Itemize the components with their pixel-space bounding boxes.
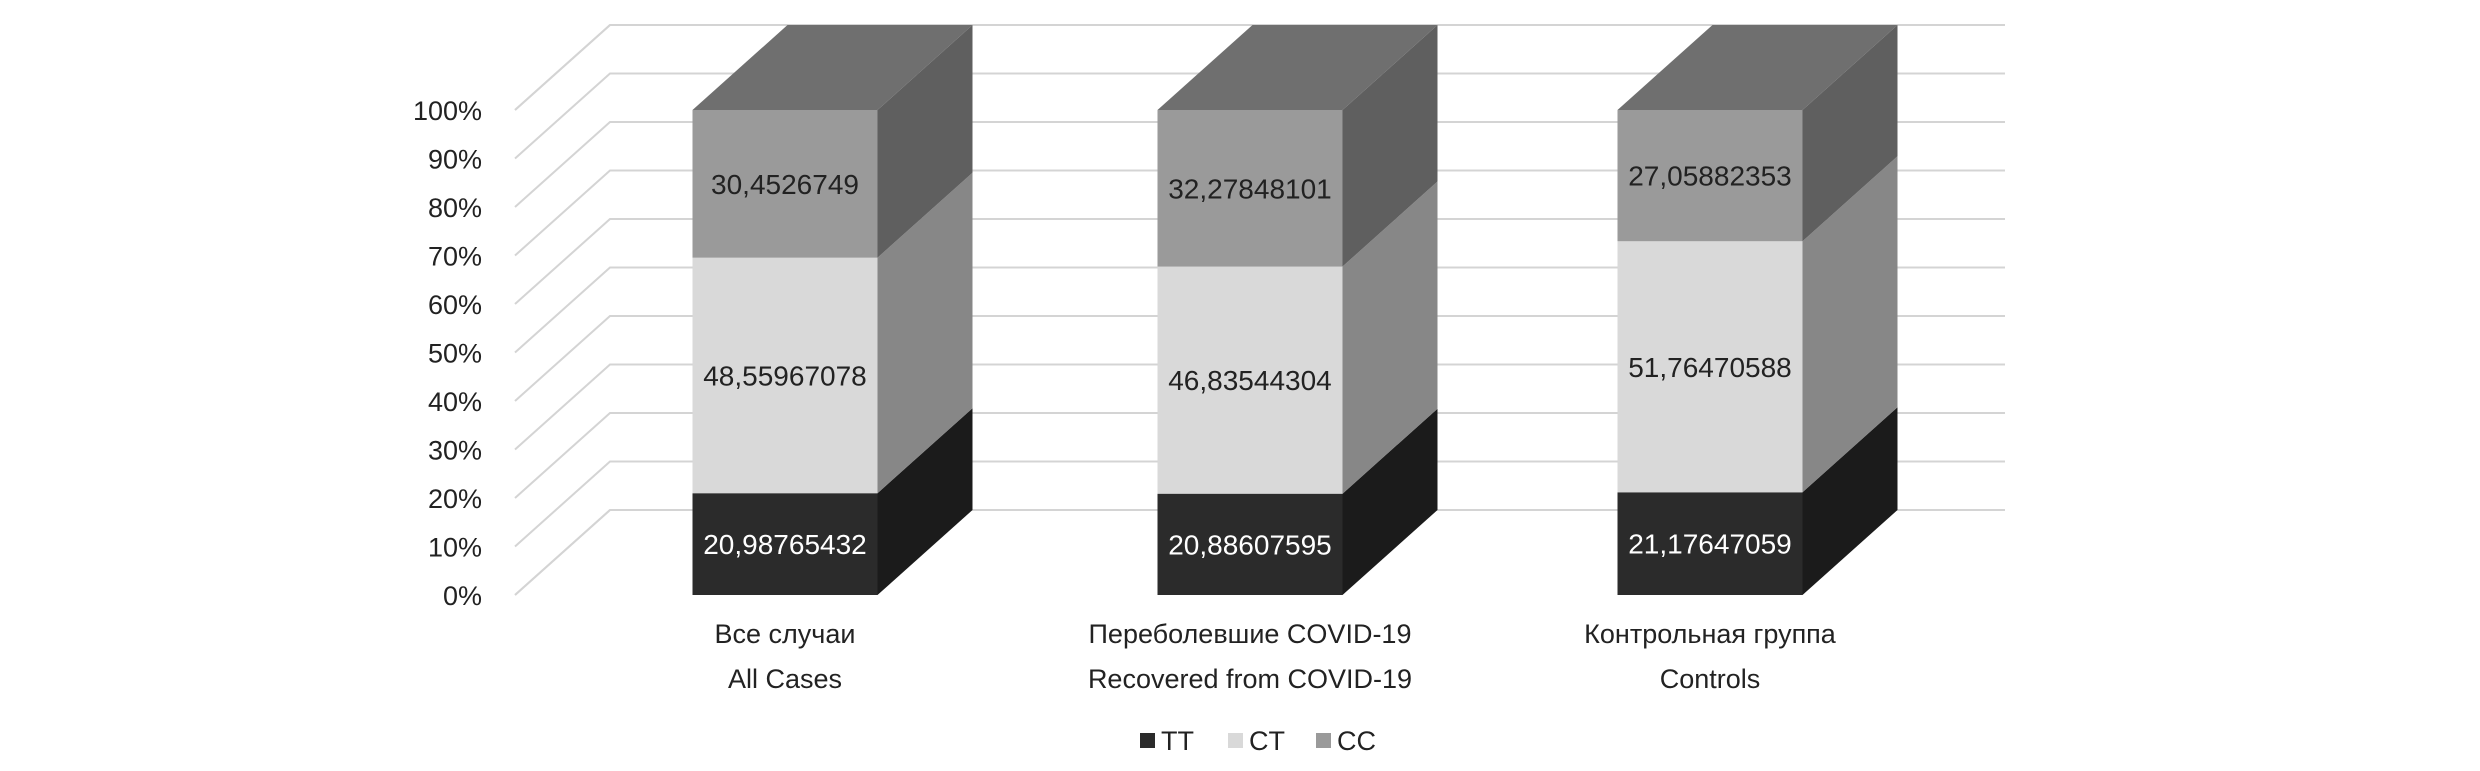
data-label: 51,76470588	[1628, 352, 1792, 383]
bar-top-face	[1617, 25, 1898, 110]
data-label: 30,4526749	[711, 169, 859, 200]
y-axis-ticks: 0% 10% 20% 30% 40% 50% 60% 70% 80% 90% 100%	[413, 96, 482, 611]
data-label: 32,27848101	[1168, 173, 1332, 204]
legend-label: CC	[1337, 726, 1376, 756]
category-label: Controls	[1660, 664, 1761, 694]
y-tick-label: 0%	[443, 581, 482, 611]
bar-side-face	[877, 25, 973, 258]
legend-label: TT	[1161, 726, 1194, 756]
y-tick-label: 70%	[428, 242, 482, 272]
gridline	[514, 460, 2005, 548]
y-tick-label: 10%	[428, 533, 482, 563]
bar-front-face	[1157, 493, 1343, 595]
bar-segment-tt: 20,98765432	[692, 408, 973, 595]
legend-swatch	[1228, 733, 1243, 748]
category-label: Переболевшие COVID-19	[1089, 619, 1412, 649]
bar-side-face	[877, 172, 973, 494]
bar-front-face	[1157, 266, 1343, 494]
bar-segment-ct: 51,76470588	[1617, 156, 1898, 493]
legend-item-cc: CC	[1316, 726, 1376, 756]
bar-side-face	[1342, 181, 1438, 494]
y-tick-label: 90%	[428, 145, 482, 175]
bar-top-face	[692, 25, 973, 110]
gridline	[514, 24, 2005, 111]
bar-top-face	[1157, 25, 1438, 110]
bar-front-face	[1617, 110, 1803, 242]
data-label: 21,17647059	[1628, 529, 1792, 560]
legend-item-ct: CT	[1228, 726, 1285, 756]
data-label: 48,55967078	[703, 360, 867, 391]
y-tick-label: 80%	[428, 193, 482, 223]
bar-side-face	[1802, 156, 1898, 493]
y-tick-label: 50%	[428, 339, 482, 369]
bar-segment-tt: 21,17647059	[1617, 407, 1898, 595]
bar-side-face	[1802, 407, 1898, 595]
gridline	[514, 509, 2005, 596]
gridline	[514, 363, 2005, 451]
gridline	[514, 315, 2005, 402]
bar-side-face	[1342, 408, 1438, 595]
bar-front-face	[692, 493, 878, 595]
y-tick-label: 60%	[428, 290, 482, 320]
bar-side-face	[1802, 25, 1898, 242]
legend: TT CT CC	[1140, 726, 1376, 756]
gridline	[514, 121, 2005, 208]
bar-front-face	[1157, 110, 1343, 267]
y-tick-label: 100%	[413, 96, 482, 126]
data-label: 46,83544304	[1168, 365, 1332, 396]
legend-swatch	[1140, 733, 1155, 748]
gridline	[514, 412, 2005, 499]
bar-segment-tt: 20,88607595	[1157, 408, 1438, 595]
bars: 20,98765432 48,55967078 30,4526749 20,88607…	[692, 25, 1898, 595]
bar-segment-ct: 46,83544304	[1157, 181, 1438, 494]
y-tick-label: 40%	[428, 387, 482, 417]
data-label: 20,88607595	[1168, 529, 1332, 560]
category-label: Все случаи	[715, 619, 856, 649]
gridline	[514, 266, 2005, 354]
legend-item-tt: TT	[1140, 726, 1194, 756]
gridline	[514, 169, 2005, 257]
gridlines	[514, 24, 2005, 596]
bar-segment-cc: 32,27848101	[1157, 25, 1438, 267]
category-labels: Все случаи All Cases Переболевшие COVID-19…	[715, 619, 1837, 694]
data-label: 20,98765432	[703, 529, 867, 560]
bar-side-face	[877, 408, 973, 595]
bar-front-face	[692, 257, 878, 494]
gridline	[514, 72, 2005, 160]
bar-segment-cc: 27,05882353	[1617, 25, 1898, 242]
bar-front-face	[692, 110, 878, 258]
bar-segment-cc: 30,4526749	[692, 25, 973, 258]
bar-side-face	[1342, 25, 1438, 267]
data-label: 27,05882353	[1628, 161, 1792, 192]
bar-front-face	[1617, 241, 1803, 493]
bar-segment-ct: 48,55967078	[692, 172, 973, 494]
gridline	[514, 218, 2005, 305]
legend-label: CT	[1249, 726, 1285, 756]
bar-front-face	[1617, 492, 1803, 595]
category-label: All Cases	[728, 664, 842, 694]
y-tick-label: 20%	[428, 484, 482, 514]
legend-swatch	[1316, 733, 1331, 748]
category-label: Recovered from COVID-19	[1088, 664, 1412, 694]
category-label: Контрольная группа	[1584, 619, 1837, 649]
y-tick-label: 30%	[428, 436, 482, 466]
